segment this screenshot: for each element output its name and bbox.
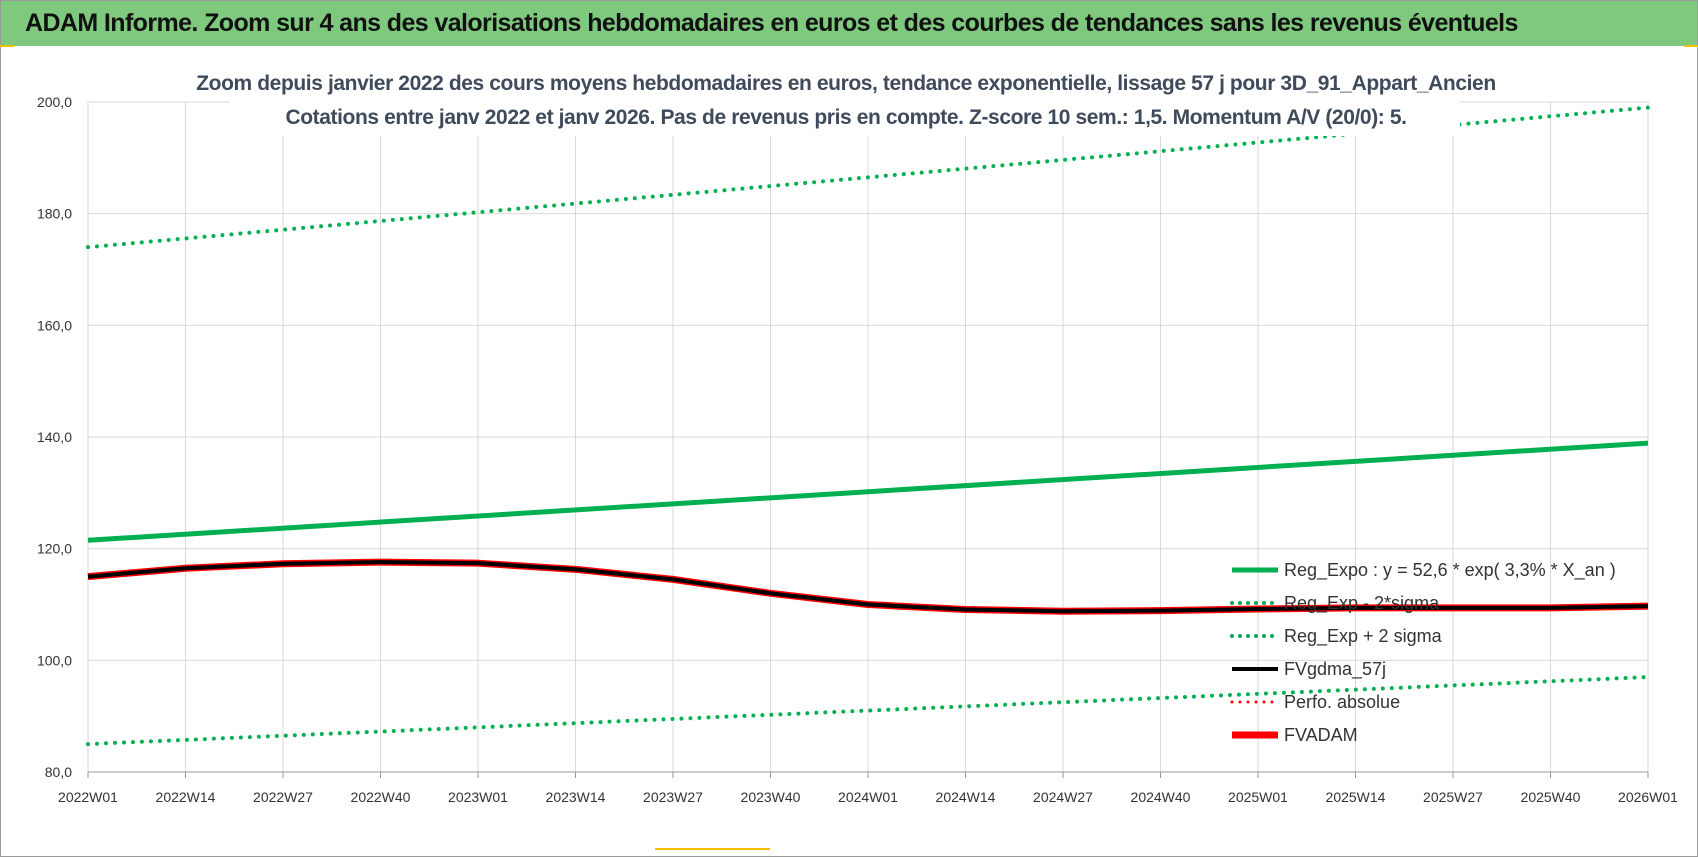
y-tick-label: 200,0 <box>37 94 72 110</box>
y-axis-ticks: 80,0 100,0 120,0 140,0 160,0 180,0 200,0 <box>37 94 72 780</box>
x-tick-label: 2024W14 <box>936 789 996 805</box>
x-tick-label: 2024W40 <box>1131 789 1191 805</box>
y-tick-label: 120,0 <box>37 541 72 557</box>
x-tick-label: 2025W14 <box>1326 789 1386 805</box>
legend-label-2: Reg_Exp + 2 sigma <box>1284 626 1443 647</box>
x-tick-label: 2025W40 <box>1521 789 1581 805</box>
x-tick-label: 2023W40 <box>741 789 801 805</box>
x-tick-label: 2022W27 <box>253 789 313 805</box>
x-tick-label: 2022W14 <box>156 789 216 805</box>
x-tick-label: 2022W40 <box>351 789 411 805</box>
x-tick-label: 2023W14 <box>546 789 606 805</box>
x-tick-label: 2026W01 <box>1618 789 1678 805</box>
series-line-3 <box>87 560 1649 614</box>
corner-marker-tl <box>0 45 14 47</box>
chart-legend: Reg_Expo : y = 52,6 * exp( 3,3% * X_an )… <box>1230 560 1616 745</box>
x-tick-label: 2022W01 <box>58 789 118 805</box>
x-tick-label: 2023W27 <box>643 789 703 805</box>
x-axis-ticks: 2022W01 2022W14 2022W27 2022W40 2023W01 2023W… <box>58 771 1678 805</box>
chart-title-bg <box>230 62 1460 136</box>
x-tick-label: 2025W01 <box>1228 789 1288 805</box>
series-line-1 <box>86 675 1650 747</box>
x-tick-label: 2024W01 <box>838 789 898 805</box>
title-banner: ADAM Informe. Zoom sur 4 ans des valoris… <box>1 1 1697 46</box>
x-tick-label: 2024W27 <box>1033 789 1093 805</box>
banner-title: ADAM Informe. Zoom sur 4 ans des valoris… <box>25 9 1518 37</box>
y-tick-label: 180,0 <box>37 206 72 222</box>
grid-lines <box>87 101 1649 773</box>
chart-title-line1: Zoom depuis janvier 2022 des cours moyen… <box>196 72 1496 95</box>
x-tick-label: 2023W01 <box>448 789 508 805</box>
legend-label-1: Reg_Exp - 2*sigma <box>1284 593 1440 614</box>
legend-label-5: FVADAM <box>1284 725 1358 745</box>
chart-title-line2: Cotations entre janv 2022 et janv 2026. … <box>285 106 1406 129</box>
corner-marker-tr <box>1684 45 1698 47</box>
legend-label-4: Perfo. absolue <box>1284 692 1400 712</box>
x-tick-label: 2025W27 <box>1423 789 1483 805</box>
y-tick-label: 140,0 <box>37 429 72 445</box>
legend-label-3: FVgdma_57j <box>1284 659 1386 680</box>
series-line-0 <box>87 440 1649 543</box>
corner-marker-bottom <box>655 848 770 850</box>
y-tick-label: 80,0 <box>45 764 72 780</box>
y-tick-label: 100,0 <box>37 652 72 668</box>
y-tick-label: 160,0 <box>37 317 72 333</box>
legend-label-0: Reg_Expo : y = 52,6 * exp( 3,3% * X_an ) <box>1284 560 1616 581</box>
